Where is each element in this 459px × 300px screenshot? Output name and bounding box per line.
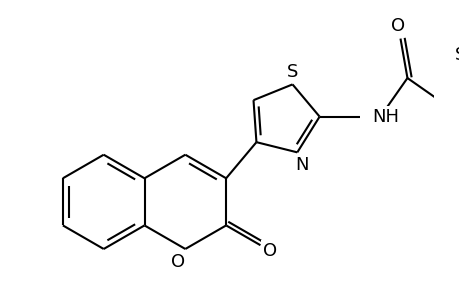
Text: O: O [170, 253, 185, 271]
Text: S: S [286, 63, 297, 81]
Text: O: O [263, 242, 277, 260]
Text: S: S [453, 46, 459, 64]
Text: N: N [295, 156, 308, 174]
Text: O: O [390, 16, 404, 34]
Text: NH: NH [371, 108, 398, 126]
